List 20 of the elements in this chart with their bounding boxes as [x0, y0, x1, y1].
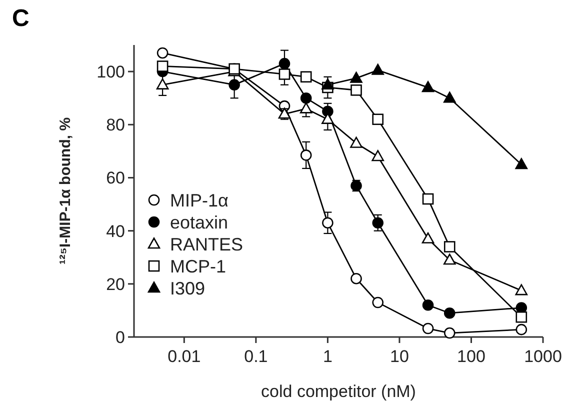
y-tick-label: 60 — [106, 168, 125, 188]
chart-title: C — [12, 5, 30, 32]
legend-label: I309 — [170, 278, 206, 298]
x-tick-label: 100 — [457, 347, 486, 366]
legend-label: RANTES — [170, 234, 244, 254]
y-tick-label: 100 — [96, 62, 125, 82]
y-axis-title: ¹²⁵I-MIP-1α bound, % — [57, 117, 74, 265]
x-axis-title: cold competitor (nM) — [261, 382, 416, 401]
legend-label: MIP-1α — [170, 190, 228, 210]
x-tick-label: 10 — [390, 347, 409, 366]
x-tick-label: 1000 — [524, 347, 562, 366]
y-tick-label: 80 — [106, 116, 125, 135]
x-tick-label: 0.01 — [168, 347, 201, 366]
x-tick-label: 0.1 — [244, 347, 268, 366]
y-tick-label: 40 — [106, 222, 125, 241]
legend-label: MCP-1 — [170, 256, 226, 276]
y-tick-label: 20 — [106, 274, 125, 294]
y-tick-label: 0 — [116, 328, 125, 347]
legend-label: eotaxin — [170, 212, 228, 232]
x-tick-label: 1 — [322, 347, 332, 366]
